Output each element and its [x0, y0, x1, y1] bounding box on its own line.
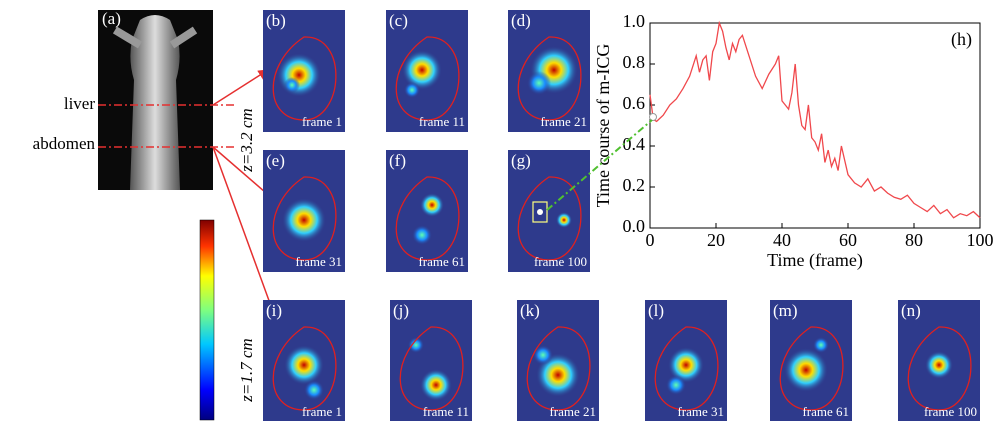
signal	[404, 82, 420, 98]
arrow	[213, 70, 268, 105]
signal	[925, 351, 953, 379]
line	[650, 23, 980, 218]
frame-label: frame 100	[534, 254, 587, 269]
frame-label: frame 11	[423, 404, 469, 419]
panel-letter: (n)	[901, 301, 921, 320]
signal	[533, 345, 553, 365]
frame-label: frame 100	[924, 404, 977, 419]
figure: (a) liver abdomen z=3.2 cm z=1.7 cm (b) f…	[0, 0, 997, 421]
panel-letter: (c)	[389, 11, 408, 30]
y-tick-label: 0.8	[623, 52, 646, 72]
signal	[282, 198, 326, 242]
y-tick-label: 1.0	[623, 11, 646, 31]
y-tick-label: 0.4	[623, 134, 646, 154]
roi-point	[537, 209, 543, 215]
signal	[666, 375, 686, 395]
panel-letter: (j)	[393, 301, 409, 320]
frame-label: frame 61	[802, 404, 849, 419]
plot-frame	[650, 23, 980, 228]
depth-label: z=1.7 cm	[237, 338, 256, 402]
y-tick-label: 0.6	[623, 93, 646, 113]
panel-letter: (m)	[773, 301, 798, 320]
panel-letter: (f)	[389, 151, 406, 170]
frame-label: frame 21	[549, 404, 596, 419]
x-axis-label: Time (frame)	[767, 250, 863, 271]
y-tick-label: 0.2	[623, 175, 646, 195]
liver-label: liver	[64, 94, 95, 113]
panel-letter: (b)	[266, 11, 286, 30]
x-tick-label: 0	[646, 230, 655, 250]
signal	[412, 225, 432, 245]
frame-label: frame 61	[418, 254, 465, 269]
frame-label: frame 11	[419, 114, 465, 129]
panel-letter: (k)	[520, 301, 540, 320]
signal	[420, 193, 444, 217]
panel-letter: (d)	[511, 11, 531, 30]
panel-letter: (h)	[951, 29, 972, 50]
depth-label: z=3.2 cm	[237, 108, 256, 172]
frame-label: frame 21	[540, 114, 587, 129]
mouse-image	[98, 10, 213, 190]
frame-label: frame 31	[677, 404, 724, 419]
panel-letter: (l)	[648, 301, 664, 320]
frame-label: frame 1	[302, 404, 342, 419]
signal	[284, 345, 324, 385]
panel-letter: (g)	[511, 151, 531, 170]
x-tick-label: 100	[967, 230, 994, 250]
colorbar	[200, 220, 214, 420]
signal	[813, 337, 829, 353]
signal	[527, 71, 551, 95]
x-tick-label: 40	[773, 230, 791, 250]
frame-label: frame 31	[295, 254, 342, 269]
panel-letter: (a)	[102, 9, 121, 28]
x-tick-label: 60	[839, 230, 857, 250]
y-tick-label: 0.0	[623, 216, 646, 236]
signal	[284, 77, 300, 93]
y-axis-label: Time course of m-ICG	[593, 44, 613, 208]
frame-label: frame 1	[302, 114, 342, 129]
panel-letter: (i)	[266, 301, 282, 320]
signal	[277, 53, 321, 97]
signal	[784, 348, 828, 392]
panel-letter: (e)	[266, 151, 285, 170]
x-tick-label: 80	[905, 230, 923, 250]
signal	[556, 212, 572, 228]
abdomen-label: abdomen	[33, 134, 96, 153]
marker	[650, 114, 657, 121]
signal	[420, 369, 452, 401]
signal	[304, 380, 324, 400]
x-tick-label: 20	[707, 230, 725, 250]
